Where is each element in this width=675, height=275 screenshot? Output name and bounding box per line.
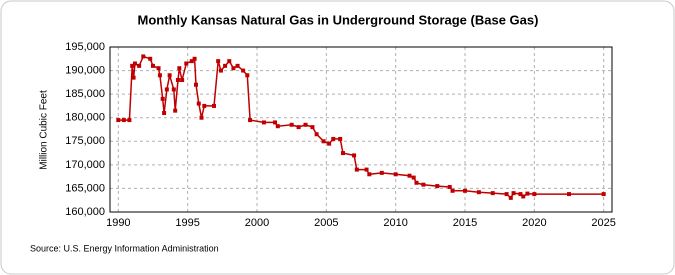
data-point	[245, 73, 250, 78]
data-point	[296, 125, 301, 130]
data-point	[354, 167, 359, 172]
data-point	[175, 78, 180, 82]
y-tick-label: 190,000	[65, 64, 105, 76]
data-point	[164, 87, 169, 92]
data-point	[435, 184, 440, 189]
data-point	[303, 122, 308, 127]
data-point	[364, 167, 369, 172]
data-point	[379, 170, 384, 175]
y-tick-label: 180,000	[65, 112, 105, 124]
y-tick-label: 185,000	[65, 88, 105, 100]
x-tick-label: 2025	[591, 217, 615, 229]
data-point	[173, 108, 178, 113]
data-point	[310, 125, 315, 130]
data-point	[193, 82, 198, 87]
data-point	[199, 115, 204, 120]
data-point	[490, 191, 495, 196]
data-point	[212, 103, 217, 108]
data-point	[601, 192, 606, 197]
data-point	[241, 68, 246, 73]
data-point	[235, 63, 240, 68]
data-point	[116, 118, 121, 123]
data-point	[327, 141, 332, 146]
data-point	[156, 66, 161, 71]
data-point	[223, 63, 228, 68]
data-point	[177, 66, 182, 71]
plot-frame	[109, 46, 613, 213]
y-tick-label: 170,000	[65, 159, 105, 171]
data-point	[130, 63, 135, 68]
data-point	[218, 68, 223, 73]
data-point	[273, 120, 278, 125]
data-point	[314, 132, 319, 137]
y-tick-label: 165,000	[65, 182, 105, 194]
chart-title: Monthly Kansas Natural Gas in Undergroun…	[138, 12, 539, 27]
data-point	[340, 151, 345, 156]
data-point	[167, 73, 172, 78]
data-point	[331, 136, 336, 141]
data-point	[189, 59, 194, 64]
data-point	[261, 120, 266, 125]
data-point	[367, 172, 372, 177]
data-point	[171, 87, 176, 92]
data-point	[248, 118, 253, 123]
data-point	[532, 192, 537, 197]
x-tick-label: 1995	[175, 217, 199, 229]
y-tick-label: 160,000	[65, 206, 105, 218]
data-point	[393, 172, 398, 177]
data-point	[407, 173, 412, 178]
data-point	[150, 63, 155, 68]
data-point	[157, 73, 162, 78]
data-point	[352, 153, 357, 158]
data-point	[216, 59, 221, 64]
y-tick-label: 175,000	[65, 135, 105, 147]
data-point	[121, 118, 126, 123]
data-point	[447, 185, 452, 190]
data-point	[141, 54, 146, 59]
data-point	[421, 182, 426, 187]
data-point	[192, 56, 197, 61]
source-note: Source: U.S. Energy Information Administ…	[30, 243, 219, 253]
data-point	[508, 195, 513, 200]
data-point	[567, 192, 572, 197]
data-point	[137, 63, 142, 68]
y-axis-label: Million Cubic Feet	[39, 90, 50, 170]
data-point	[196, 101, 201, 106]
y-tick-label: 195,000	[65, 41, 105, 53]
data-point	[231, 66, 236, 71]
data-point	[132, 61, 137, 66]
data-point	[227, 59, 232, 64]
x-tick-label: 2010	[383, 217, 407, 229]
x-tick-label: 2015	[453, 217, 477, 229]
data-point	[511, 191, 516, 196]
data-point	[338, 136, 343, 141]
x-tick-label: 2020	[522, 217, 546, 229]
data-point	[202, 103, 207, 108]
x-tick-label: 1990	[106, 217, 130, 229]
data-point	[521, 194, 526, 199]
x-tick-label: 2000	[245, 217, 269, 229]
data-point	[180, 78, 185, 82]
data-point	[275, 124, 280, 129]
data-point	[127, 118, 132, 123]
data-point	[289, 122, 294, 127]
data-point	[414, 180, 419, 185]
data-point	[160, 96, 165, 101]
data-point	[463, 188, 468, 193]
data-point	[131, 75, 136, 80]
data-point	[518, 192, 523, 197]
data-point	[321, 139, 326, 144]
x-tick-label: 2005	[314, 217, 338, 229]
data-point	[411, 175, 416, 180]
data-point	[476, 190, 481, 195]
data-point	[162, 111, 167, 115]
data-point	[148, 56, 153, 61]
data-point	[525, 191, 530, 196]
data-point	[504, 192, 509, 197]
data-point	[184, 61, 189, 66]
data-point	[450, 188, 455, 193]
